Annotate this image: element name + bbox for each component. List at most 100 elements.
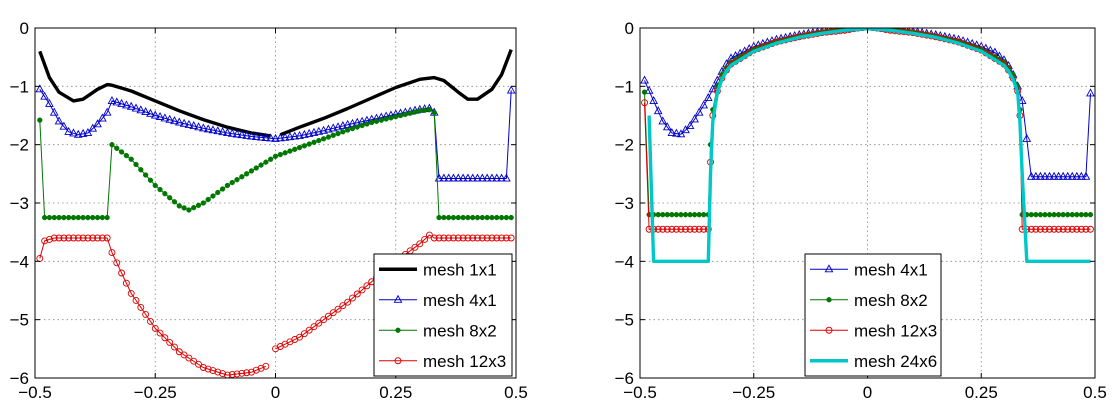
series-mesh-8x2 [37,107,514,221]
data-point [460,214,466,221]
data-point [482,173,492,182]
data-point [411,243,419,251]
series-mesh-4x1 [35,84,516,182]
data-point [497,173,506,182]
data-point [257,364,265,372]
data-point [1042,212,1048,218]
data-point [70,234,77,242]
data-point [1045,171,1054,180]
data-point [349,125,356,132]
data-point [1032,225,1040,233]
data-point [378,117,384,123]
data-point [649,95,659,104]
data-point [300,129,309,138]
data-point [162,191,168,197]
data-point [483,234,491,242]
data-point [184,119,194,128]
data-point [243,171,250,177]
legend-box [804,253,942,377]
x-tick-label: 0 [863,383,872,402]
data-point [199,364,207,371]
data-point [223,371,231,378]
data-point [112,97,122,106]
data-point [74,234,82,242]
data-point [305,326,313,334]
data-point [167,195,173,201]
y-tick-label: −3 [10,194,29,213]
data-point [445,234,453,242]
data-point [210,193,216,199]
data-point [209,367,217,374]
data-point [441,214,447,221]
data-point [1086,88,1095,97]
data-point [338,121,348,130]
data-point [682,225,689,233]
data-point [369,119,375,126]
data-point [1036,171,1045,180]
data-point [320,316,328,324]
data-point [1074,212,1080,218]
data-point [103,234,111,242]
data-point [287,148,293,154]
data-point [641,99,648,107]
data-point [117,98,126,107]
data-point [1054,171,1063,180]
data-point [73,129,83,138]
data-point [459,234,467,242]
data-point [277,151,283,158]
data-point [185,354,193,362]
data-point [118,149,125,155]
data-point [358,286,366,294]
data-point [180,351,188,359]
data-point [463,173,473,182]
data-point [458,173,468,182]
data-point [266,133,276,142]
data-point [160,113,170,122]
data-point [450,234,457,242]
data-point [1069,212,1075,218]
data-point [364,121,370,127]
data-point [243,369,251,377]
data-point [128,156,134,162]
data-point [640,75,649,84]
data-point [508,214,514,221]
x-tick-label: −0.25 [134,383,177,402]
data-point [319,125,328,134]
data-point [189,121,199,130]
x-tick-label: 0.5 [1083,383,1107,402]
data-point [494,214,500,221]
data-point [397,112,404,119]
data-point [464,234,472,242]
y-tick-label: −6 [615,369,634,388]
data-point [1077,225,1085,233]
data-point [455,214,461,221]
data-point [469,234,477,242]
data-point [1076,171,1086,180]
data-point [203,124,213,133]
data-point [672,225,680,233]
data-point [181,205,187,211]
data-point [132,296,140,304]
data-point [195,360,202,368]
x-tick-label: 0.25 [965,383,998,402]
data-point [1072,171,1082,180]
x-tick-label: 0.5 [504,383,528,402]
y-tick-label: −1 [10,77,29,96]
data-point [687,212,693,218]
data-point [488,234,496,242]
data-point [699,100,709,109]
series-mesh-12x3 [36,231,515,378]
data-point [474,214,481,221]
data-point [252,366,260,374]
data-point [233,370,241,378]
data-point [227,128,237,137]
data-point [454,234,462,242]
legend-marker [826,297,832,303]
data-point [1040,171,1050,180]
data-point [127,289,135,297]
data-point [1027,225,1035,233]
y-tick-label: −6 [10,369,29,388]
data-point [262,362,270,370]
data-point [667,128,677,137]
